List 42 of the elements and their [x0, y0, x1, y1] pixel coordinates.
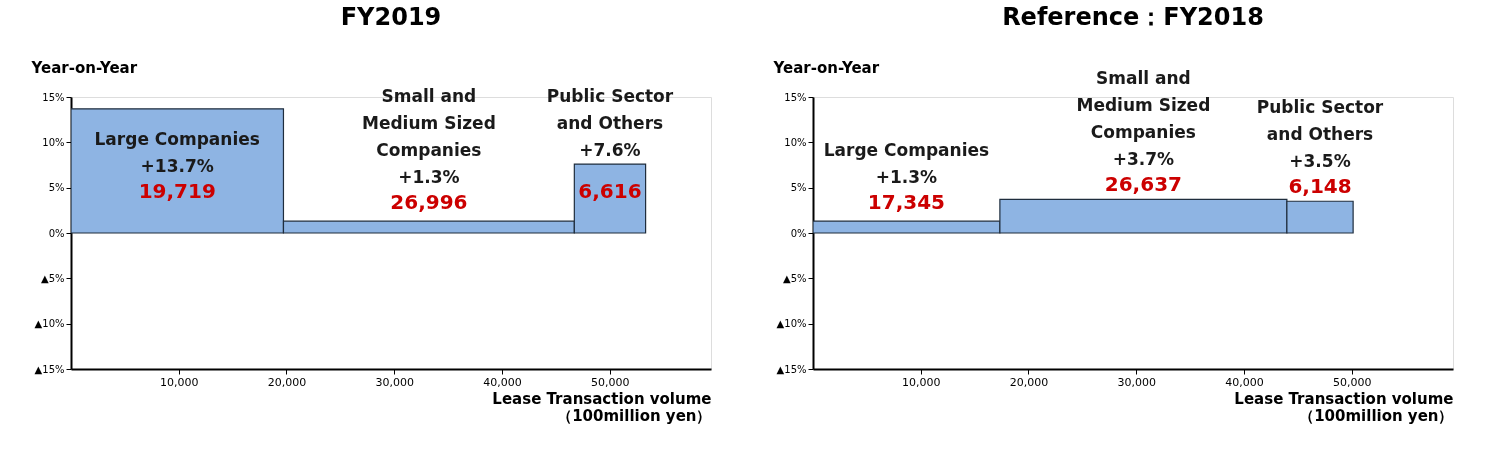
annotation: 26,996: [390, 190, 468, 214]
y-tick-label: 15%: [42, 91, 65, 103]
x-tick-label: 20,000: [267, 375, 307, 389]
chart-title: Reference：FY2018: [1002, 3, 1264, 31]
annotation: 26,637: [1104, 172, 1182, 197]
x-axis-title: Lease Transaction volume （100million yen）: [492, 389, 712, 425]
x-tick-label: 40,000: [483, 375, 522, 389]
x-tick-label: 30,000: [1117, 375, 1156, 389]
y-tick-label: ▲15%: [776, 363, 807, 375]
x-tick-label: 40,000: [1225, 375, 1264, 389]
y-tick-label: ▲5%: [40, 272, 65, 284]
x-tick-label: 50,000: [590, 375, 630, 389]
y-axis-title: Year-on-Year: [772, 58, 880, 77]
y-tick-label: 10%: [42, 136, 65, 148]
x-tick-label: 20,000: [1009, 375, 1049, 389]
chart-title: FY2019: [340, 3, 442, 31]
y-axis-title: Year-on-Year: [30, 58, 138, 77]
y-tick-label: 5%: [790, 182, 807, 194]
annotation: Large Companies +1.3%: [823, 140, 990, 187]
y-tick-label: 0%: [790, 227, 807, 239]
y-tick-label: ▲10%: [776, 318, 807, 330]
y-tick-label: 5%: [48, 182, 65, 194]
annotation: Public Sector and Others +7.6%: [546, 86, 674, 161]
annotation: Small and Medium Sized Companies +1.3%: [361, 86, 496, 187]
annotation: Small and Medium Sized Companies +3.7%: [1076, 68, 1211, 170]
y-tick-label: ▲5%: [782, 272, 807, 284]
y-tick-label: ▲10%: [34, 318, 65, 330]
y-tick-label: 10%: [784, 136, 807, 148]
annotation: 6,616: [578, 179, 642, 203]
annotation: 17,345: [867, 190, 946, 214]
y-tick-label: 15%: [784, 91, 807, 103]
y-tick-label: 0%: [48, 227, 65, 239]
annotation: 19,719: [138, 179, 216, 203]
x-axis-title: Lease Transaction volume （100million yen）: [1234, 389, 1454, 425]
annotation: Large Companies +13.7%: [94, 129, 260, 176]
x-tick-label: 10,000: [159, 375, 199, 389]
x-tick-label: 50,000: [1332, 375, 1372, 389]
y-tick-label: ▲15%: [34, 363, 65, 375]
x-tick-label: 10,000: [901, 375, 941, 389]
annotation: 6,148: [1288, 174, 1352, 199]
annotation: Public Sector and Others +3.5%: [1256, 97, 1384, 172]
x-tick-label: 30,000: [375, 375, 414, 389]
